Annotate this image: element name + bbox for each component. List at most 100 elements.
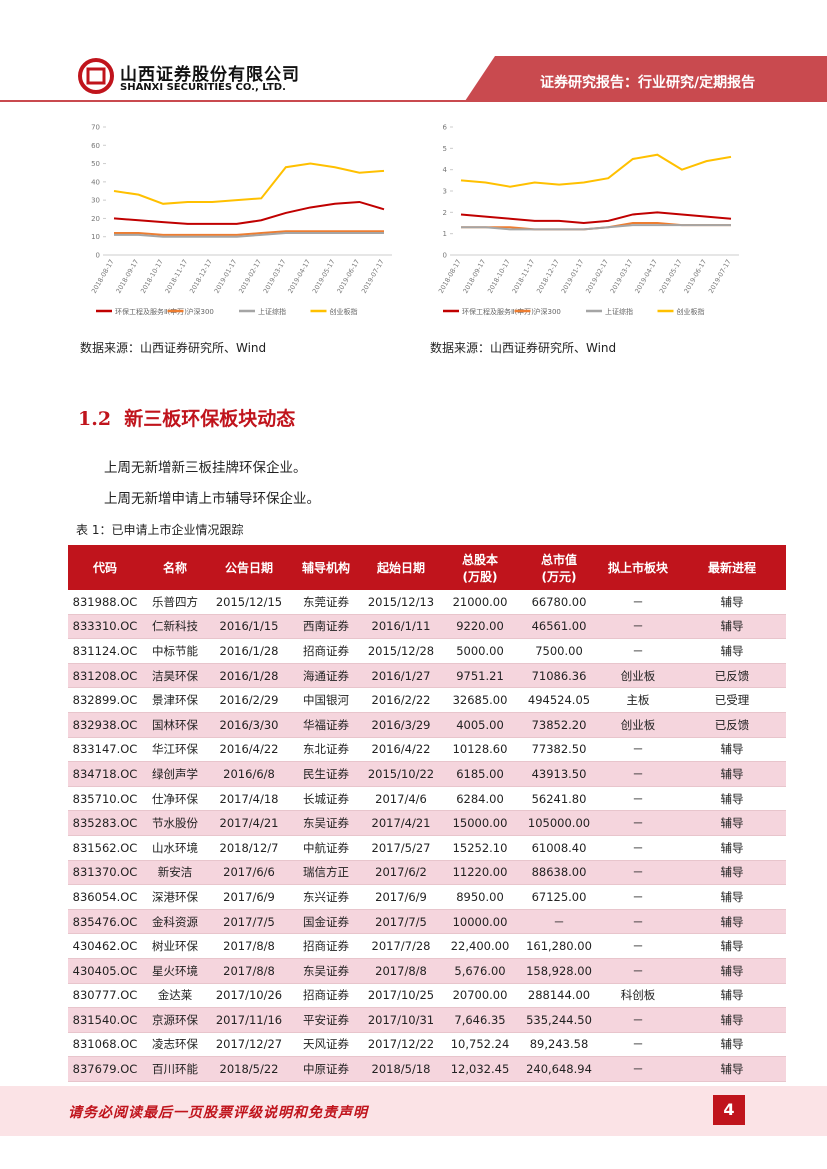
table-row: 833147.OC 华江环保 2016/4/22 东北证券 2016/4/22 10128… [68,737,786,763]
x-tick-label: 2018-09-17 [114,258,140,295]
table-cell: 2017/6/9 [208,884,290,910]
table-cell: 辅导 [678,884,786,910]
legend-label: 沪深300 [534,307,561,316]
table-cell: 2017/6/9 [362,884,440,910]
table-cell: 平安证券 [290,1007,362,1033]
table-cell: 105000.00 [520,810,598,836]
x-tick-label: 2018-09-17 [461,258,487,295]
table-cell: 2017/12/27 [208,1032,290,1058]
line-series [113,162,385,205]
table-cell: 831562.OC [68,835,142,861]
table-cell: 中航证券 [290,835,362,861]
table-cell: 辅导 [678,638,786,664]
table-cell: 2017/8/8 [208,958,290,984]
table-cell: 12,032.45 [440,1056,520,1082]
x-tick-label: 2018-08-17 [90,258,116,295]
table-cell: 仁新科技 [142,614,208,640]
table-cell: 景津环保 [142,687,208,713]
table-cell: 2015/10/22 [362,761,440,787]
paragraph: 上周无新增申请上市辅导环保企业。 [104,491,320,507]
banner [465,56,827,101]
legend-label: 创业板指 [677,307,705,316]
line-series [460,211,732,225]
column-header: 代码 [68,545,142,590]
table-cell: 2017/4/18 [208,786,290,812]
x-tick-label: 2018-12-17 [188,258,214,295]
table-cell: 46561.00 [520,614,598,640]
table-cell: 民生证券 [290,761,362,787]
table-cell: 招商证券 [290,983,362,1009]
table-row: 835476.OC 金科资源 2017/7/5 国金证券 2017/7/5 10000.0… [68,909,786,935]
legend-label: 沪深300 [187,307,214,316]
table-cell: 2017/10/31 [362,1007,440,1033]
line-series [114,230,384,236]
table-cell: 2015/12/13 [362,590,440,615]
table-cell: 2018/12/7 [208,835,290,861]
table-cell: － [598,1032,678,1058]
table-row: 831068.OC 凌志环保 2017/12/27 天风证券 2017/12/22 10,… [68,1032,786,1058]
column-header: 辅导机构 [290,545,362,590]
x-tick-label: 2018-11-17 [164,258,190,295]
table-cell: 京源环保 [142,1007,208,1033]
table-cell: 已反馈 [678,663,786,689]
x-tick-label: 2019-05-17 [311,258,337,295]
table-cell: 东吴证券 [290,958,362,984]
x-tick-label: 2019-02-17 [584,258,610,295]
legend-label: 上证综指 [258,307,286,316]
disclaimer: 请务必阅读最后一页股票评级说明和免责声明 [68,1105,368,1121]
table-cell: 金科资源 [142,909,208,935]
table-cell: 凌志环保 [142,1032,208,1058]
x-tick-label: 2018-10-17 [139,258,165,295]
table-cell: 创业板 [598,712,678,738]
table-row: 837679.OC 百川环能 2018/5/22 中原证券 2018/5/18 12,03… [68,1056,786,1082]
table-cell: － [598,1056,678,1082]
table-cell: 辅导 [678,835,786,861]
y-tick-label: 60 [91,142,100,150]
table-cell: 2017/10/26 [208,983,290,1009]
table-cell: 2018/5/18 [362,1056,440,1082]
table-row: 831540.OC 京源环保 2017/11/16 平安证券 2017/10/31 7,6… [68,1007,786,1033]
table-cell: 2017/4/6 [362,786,440,812]
logo-inner [86,67,106,85]
logo [78,58,114,94]
table-cell: 835283.OC [68,810,142,836]
x-tick-label: 2019-02-17 [237,258,263,295]
table-cell: 辅导 [678,909,786,935]
table-row: 430405.OC 星火环境 2017/8/8 东吴证券 2017/8/8 5,676.0… [68,958,786,984]
column-header: 最新进程 [678,545,786,590]
table-cell: － [598,737,678,763]
table-cell: 7500.00 [520,638,598,664]
table-cell: 2017/7/5 [362,909,440,935]
x-tick-label: 2019-05-17 [658,258,684,295]
table-cell: 22,400.00 [440,933,520,959]
section-number: 1.2 [78,408,112,430]
table-cell: 东莞证券 [290,590,362,615]
table-cell: 主板 [598,687,678,713]
x-tick-label: 2018-12-17 [535,258,561,295]
table-row: 835283.OC 节水股份 2017/4/21 东吴证券 2017/4/21 15000… [68,810,786,836]
table-cell: 辅导 [678,958,786,984]
table-cell: 2016/4/22 [208,737,290,763]
table-cell: 9751.21 [440,663,520,689]
table-cell: 43913.50 [520,761,598,787]
table-cell: 华福证券 [290,712,362,738]
table-cell: － [598,933,678,959]
table-cell: 4005.00 [440,712,520,738]
table-cell: 833147.OC [68,737,142,763]
y-tick-label: 0 [96,252,100,260]
table-cell: 乐普四方 [142,590,208,615]
table-cell: 山水环境 [142,835,208,861]
header-row: 代码 名称 公告日期 辅导机构 起始日期 总股本 (万股) 总市值 (万元) 拟上市板块 最新进… [68,545,786,590]
table-cell: 9220.00 [440,614,520,640]
table-cell: － [598,761,678,787]
table-cell: 中原证券 [290,1056,362,1082]
table-row: 831208.OC 洁昊环保 2016/1/28 海通证券 2016/1/27 9751.… [68,663,786,689]
column-header: 总市值 (万元) [520,545,598,590]
y-tick-label: 50 [91,160,100,168]
table-row: 833310.OC 仁新科技 2016/1/15 西南证券 2016/1/11 9220.… [68,614,786,640]
table-cell: － [598,590,678,615]
table-cell: 2015/12/28 [362,638,440,664]
table-caption: 表 1：已申请上市企业情况跟踪 [76,523,244,537]
table-row: 831370.OC 新安洁 2017/6/6 瑞信方正 2017/6/2 11220.00… [68,860,786,886]
table-cell: 11220.00 [440,860,520,886]
